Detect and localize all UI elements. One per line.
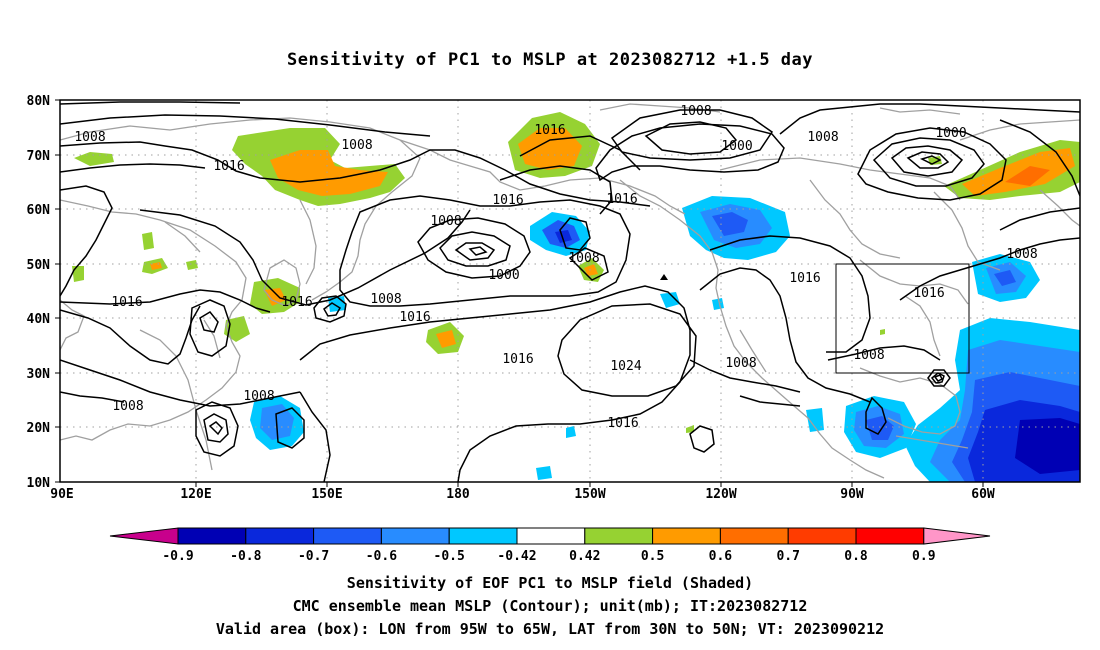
caption-contour: CMC ensemble mean MSLP (Contour); unit(m…	[292, 597, 808, 615]
contour-label: 1008	[341, 138, 372, 153]
caption-shading: Sensitivity of EOF PC1 to MSLP field (Sh…	[346, 574, 754, 592]
contour-label: 1008	[430, 214, 461, 229]
contour-label: 1008	[568, 251, 599, 266]
small-marker	[660, 274, 668, 280]
colorbar-cell	[719, 527, 789, 545]
colorbar-cell	[787, 527, 857, 545]
longitude-ticks	[195, 482, 984, 487]
colorbar-cell	[448, 527, 518, 545]
colorbar-cell	[855, 527, 925, 545]
contour-label: 1008	[112, 399, 143, 414]
lon-label: 120W	[705, 487, 736, 502]
negative-sensitivity-shading	[250, 196, 1080, 482]
colorbar-label: -0.6	[366, 549, 397, 564]
lat-label: 60N	[27, 203, 51, 218]
colorbar-cell	[109, 527, 179, 545]
colorbar-label: -0.7	[298, 549, 329, 564]
colorbar-cell	[313, 527, 382, 545]
contour-label: 1008	[725, 356, 756, 371]
contour-label: 1008	[680, 104, 711, 119]
contour-label: 1024	[610, 359, 641, 374]
lat-label: 30N	[27, 367, 51, 382]
contour-label: 1008	[243, 389, 274, 404]
lat-label: 70N	[27, 149, 51, 164]
contour-label: 1000	[935, 126, 966, 141]
colorbar-cell	[177, 527, 247, 545]
contour-label: 1008	[807, 130, 838, 145]
lon-label: 90E	[50, 487, 73, 502]
lat-label: 10N	[27, 476, 51, 491]
contour-label: 1016	[502, 352, 533, 367]
contour-label: 1016	[789, 271, 820, 286]
contour-label: 1000	[488, 268, 519, 283]
contour-label: 1016	[913, 286, 944, 301]
colorbar-label: 0.7	[776, 549, 799, 564]
figure-title: Sensitivity of PC1 to MSLP at 2023082712…	[286, 50, 813, 70]
contour-label: 1016	[492, 193, 523, 208]
colorbar-cell	[516, 527, 586, 545]
lon-label: 150W	[574, 487, 605, 502]
colorbar-label: -0.8	[230, 549, 261, 564]
lat-label: 20N	[27, 421, 51, 436]
colorbar-label: -0.42	[497, 549, 536, 564]
map-area: 1008 1008 1016 1016 1016 1016 1008 1000 …	[60, 100, 1080, 482]
colorbar-cell	[380, 527, 450, 545]
coastlines	[60, 103, 1080, 479]
contour-label: 1016	[281, 295, 312, 310]
colorbar-labels: -0.9 -0.8 -0.7 -0.6 -0.5 -0.42 0.42 0.5 …	[162, 549, 935, 564]
contour-label: 1008	[74, 130, 105, 145]
lon-label: 150E	[311, 487, 342, 502]
colorbar	[109, 527, 991, 545]
latitude-axis: 80N 70N 60N 50N 40N 30N 20N 10N	[27, 94, 51, 491]
contour-label: 1008	[1006, 247, 1037, 262]
contour-label: 1016	[607, 416, 638, 431]
colorbar-label: 0.9	[912, 549, 935, 564]
lat-label: 40N	[27, 312, 51, 327]
mslp-contours	[60, 101, 1080, 482]
lon-label: 90W	[840, 487, 864, 502]
colorbar-cell	[584, 527, 654, 545]
contour-label: 1016	[399, 310, 430, 325]
contour-label: 1008	[370, 292, 401, 307]
lat-lon-grid	[60, 100, 1080, 482]
map-frame	[59, 99, 1081, 483]
contour-label: 1016	[534, 123, 565, 138]
lon-label: 180	[446, 487, 470, 502]
colorbar-label: -0.9	[162, 549, 193, 564]
contour-label-layer: 1008 1008 1016 1016 1016 1016 1008 1000 …	[74, 104, 1037, 431]
contour-label: 1008	[853, 348, 884, 363]
colorbar-label: 0.42	[569, 549, 600, 564]
positive-sensitivity-shading	[72, 112, 1080, 433]
contour-label: 1016	[111, 295, 142, 310]
lon-label: 60W	[971, 487, 995, 502]
colorbar-cell	[923, 527, 991, 545]
colorbar-cell	[652, 527, 721, 545]
colorbar-label: 0.6	[709, 549, 733, 564]
colorbar-label: 0.8	[844, 549, 868, 564]
colorbar-cell	[245, 527, 315, 545]
latitude-ticks	[55, 99, 60, 483]
colorbar-label: 0.5	[641, 549, 664, 564]
lat-label: 80N	[27, 94, 51, 109]
lon-label: 120E	[180, 487, 211, 502]
validation-area-box	[835, 263, 970, 374]
lat-label: 50N	[27, 258, 51, 273]
contour-label: 1016	[213, 159, 244, 174]
contour-label: 1016	[606, 192, 637, 207]
longitude-axis: 90E 120E 150E 180 150W 120W 90W 60W	[50, 487, 995, 502]
caption-valid-area: Valid area (box): LON from 95W to 65W, L…	[215, 620, 885, 638]
contour-label: 1000	[721, 139, 752, 154]
colorbar-label: -0.5	[434, 549, 465, 564]
